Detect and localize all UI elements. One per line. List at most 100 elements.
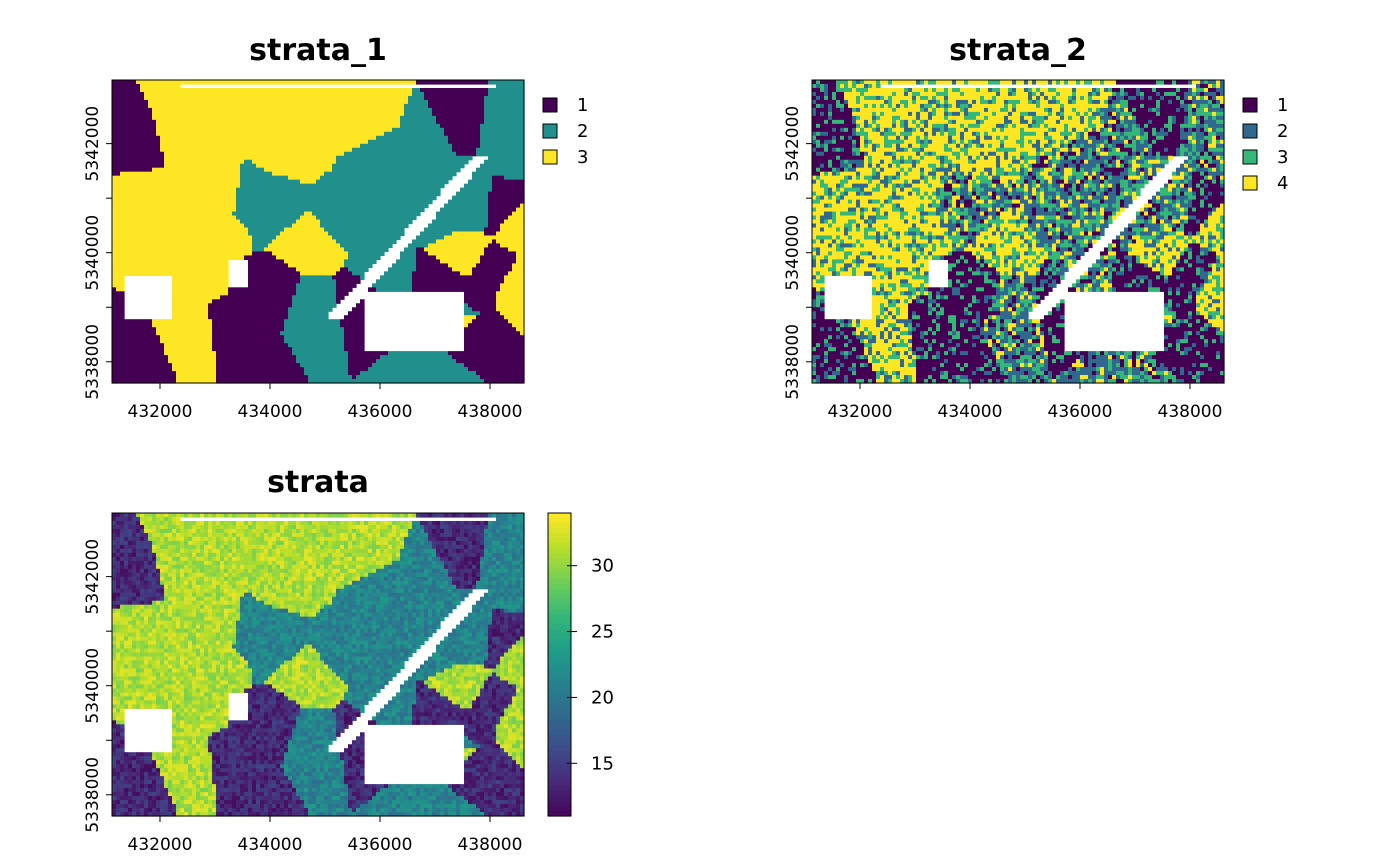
raster-cell — [484, 159, 489, 165]
raster-cell — [240, 107, 245, 113]
raster-cell — [112, 155, 117, 161]
raster-cell — [484, 195, 489, 201]
raster-cell — [264, 135, 269, 141]
raster-cell — [124, 80, 129, 85]
raster-cell — [364, 259, 369, 264]
raster-cell — [176, 99, 181, 105]
raster-cell — [112, 243, 117, 249]
raster-cell — [124, 127, 129, 133]
raster-cell — [180, 123, 185, 129]
raster-cell — [452, 255, 457, 261]
raster-cell — [352, 183, 357, 189]
raster-cell — [240, 175, 245, 181]
raster-cell — [116, 267, 121, 272]
raster-cell — [216, 235, 221, 241]
raster-cell — [412, 243, 417, 249]
raster-cell — [500, 203, 505, 209]
raster-cell — [204, 80, 209, 85]
raster-cell — [136, 191, 141, 197]
raster-cell — [512, 127, 517, 133]
raster-cell — [160, 159, 165, 165]
raster-cell — [368, 163, 373, 169]
raster-cell — [280, 175, 285, 181]
raster-cell — [292, 187, 297, 193]
raster-cell — [444, 247, 449, 253]
raster-cell — [496, 211, 501, 217]
raster-cell — [388, 211, 393, 217]
raster-cell — [480, 275, 485, 280]
raster-cell — [416, 187, 421, 193]
raster-cell — [404, 135, 409, 141]
raster-cell — [520, 159, 525, 165]
raster-cell — [176, 223, 181, 229]
raster-cell — [408, 247, 413, 253]
raster-cell — [364, 143, 369, 149]
raster-cell — [132, 271, 137, 276]
raster-cell — [336, 263, 341, 268]
raster-cell — [272, 223, 277, 229]
raster-cell — [236, 131, 241, 137]
raster-cell — [228, 167, 233, 173]
raster-cell — [396, 107, 401, 113]
raster-cell — [252, 135, 257, 141]
raster-cell — [144, 179, 149, 185]
raster-cell — [312, 251, 317, 257]
raster-cell — [264, 255, 269, 261]
raster-cell — [344, 207, 349, 213]
raster-cell — [468, 231, 473, 237]
raster-cell — [172, 91, 177, 97]
raster-cell — [288, 251, 293, 257]
raster-cell — [144, 247, 149, 253]
raster-cell — [124, 91, 129, 97]
raster-cell — [436, 187, 441, 193]
raster-cell — [404, 187, 409, 193]
raster-cell — [452, 91, 457, 97]
raster-cell — [144, 91, 149, 97]
raster-cell — [412, 215, 417, 221]
raster-cell — [184, 151, 189, 157]
raster-cell — [520, 103, 525, 109]
raster-cell — [180, 195, 185, 201]
raster-cell — [124, 119, 129, 125]
raster-cell — [256, 279, 261, 284]
raster-cell — [376, 187, 381, 193]
raster-cell — [476, 111, 481, 117]
raster-cell — [396, 127, 401, 133]
raster-cell — [492, 95, 497, 101]
raster-cell — [340, 175, 345, 181]
raster-cell — [304, 87, 309, 93]
raster-cell — [508, 115, 513, 121]
raster-cell — [260, 123, 265, 129]
raster-cell — [200, 111, 205, 117]
raster-cell — [464, 251, 469, 257]
raster-cell — [436, 231, 441, 237]
raster-cell — [504, 139, 509, 145]
raster-cell — [320, 211, 325, 217]
raster-cell — [480, 235, 485, 241]
raster-cell — [156, 115, 161, 121]
raster-cell — [312, 131, 317, 137]
raster-cell — [120, 279, 125, 284]
raster-cell — [280, 163, 285, 169]
raster-cell — [384, 171, 389, 177]
raster-cell — [380, 115, 385, 121]
raster-cell — [120, 283, 125, 288]
raster-cell — [412, 171, 417, 177]
raster-cell — [392, 87, 397, 93]
raster-cell — [408, 215, 413, 221]
raster-cell — [192, 167, 197, 173]
raster-cell — [284, 171, 289, 177]
raster-cell — [520, 215, 525, 221]
raster-cell — [140, 127, 145, 133]
raster-cell — [336, 219, 341, 225]
raster-cell — [272, 175, 277, 181]
raster-cell — [324, 235, 329, 241]
raster-cell — [476, 175, 481, 181]
raster-cell — [168, 267, 173, 272]
raster-cell — [160, 139, 165, 145]
raster-cell — [452, 80, 457, 85]
raster-cell — [396, 103, 401, 109]
raster-cell — [148, 183, 153, 189]
raster-cell — [492, 99, 497, 105]
raster-cell — [420, 187, 425, 193]
